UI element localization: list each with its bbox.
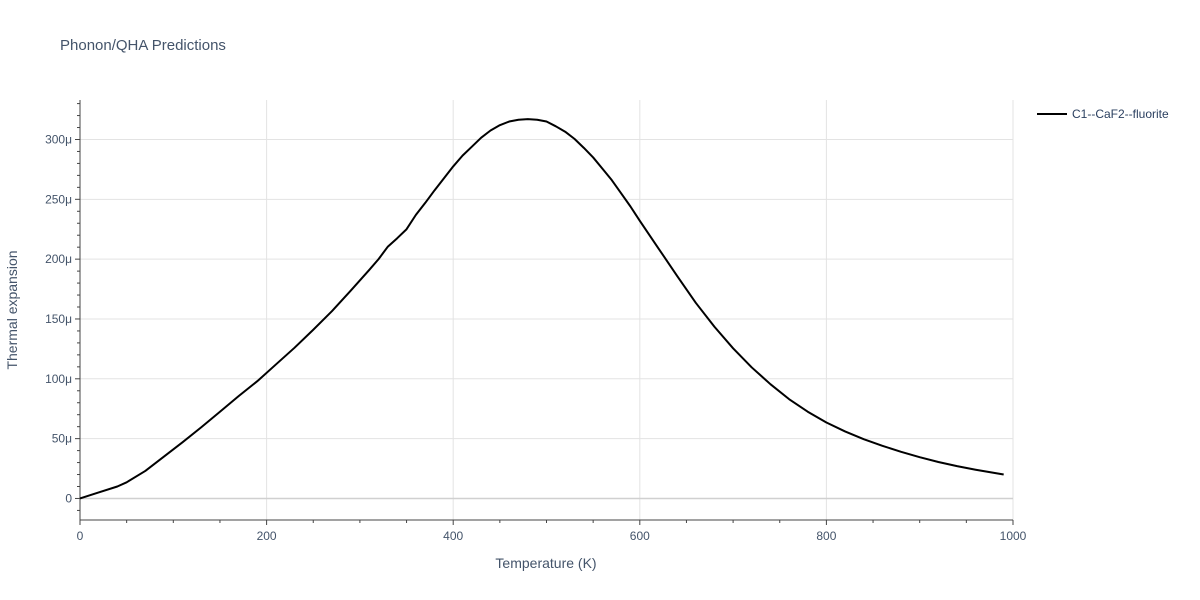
series-layer [79,118,1004,500]
x-tick-label: 800 [816,529,836,543]
chart-title: Phonon/QHA Predictions [60,37,226,54]
axes [75,100,1014,525]
y-tick-label: 200μ [45,252,72,266]
legend-label: C1--CaF2--fluorite [1072,107,1169,121]
y-tick-label: 300μ [45,132,72,146]
y-tick-label: 100μ [45,372,72,386]
x-tick-label: 0 [77,529,84,543]
y-tick-label: 150μ [45,312,72,326]
x-tick-label: 600 [630,529,650,543]
y-tick-label: 50μ [52,432,72,446]
x-axis-title: Temperature (K) [495,555,596,571]
series-line-0[interactable] [79,118,1004,500]
legend[interactable]: C1--CaF2--fluorite [1037,107,1169,121]
tick-labels: 0 200 400 600 800 1000 0 50μ 100μ 150μ 200μ 250μ 300… [45,132,1027,543]
y-tick-label: 250μ [45,192,72,206]
y-tick-label: 0 [65,491,72,505]
plot-area [75,100,1014,525]
y-axis-title: Thermal expansion [4,250,20,369]
x-tick-label: 200 [257,529,277,543]
x-tick-label: 1000 [1000,529,1027,543]
grid-lines [80,100,1014,520]
x-tick-label: 400 [443,529,463,543]
